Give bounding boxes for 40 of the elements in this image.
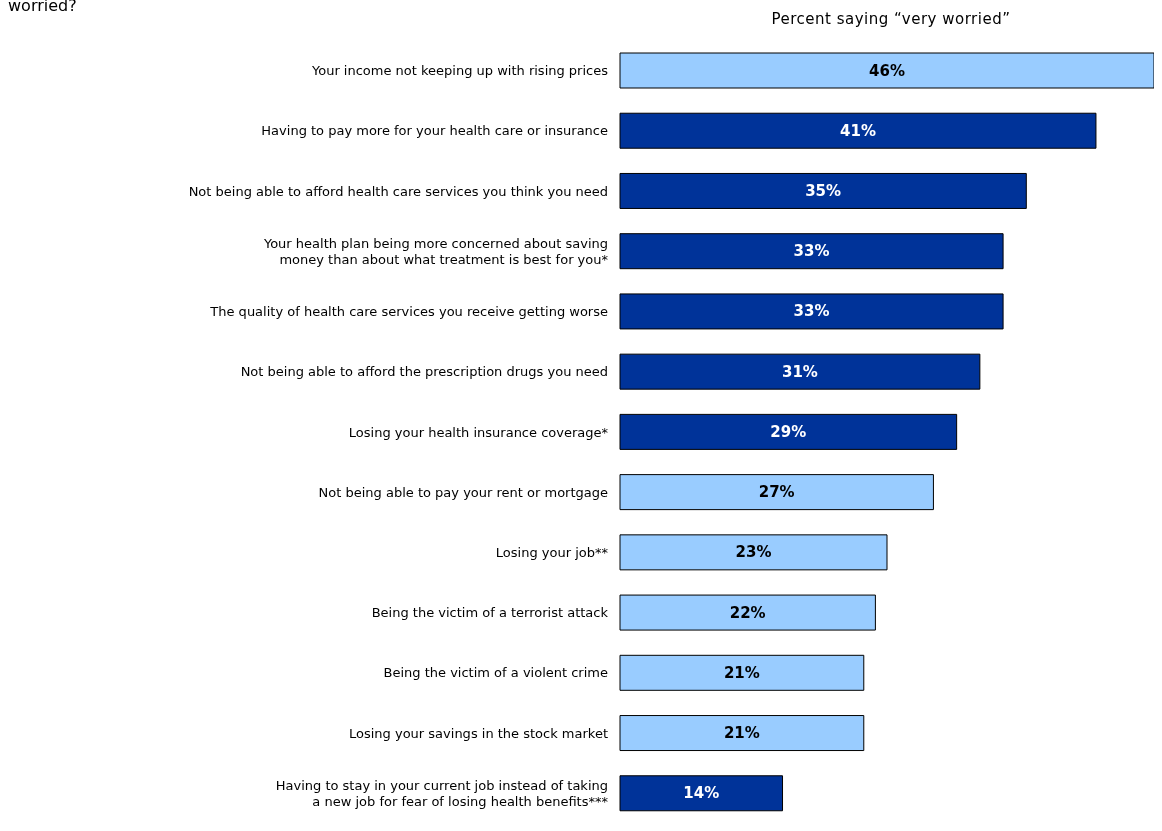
data-label: 29% [770,422,807,441]
y-tick-label: Not being able to afford the prescription drugs you need [240,363,608,379]
data-label: 33% [793,242,830,261]
bar [619,112,1097,149]
data-label: 23% [735,543,772,562]
y-tick-label: Not being able to pay your rent or mortgage [318,484,608,500]
bar [619,654,865,691]
y-tick-label: Losing your health insurance coverage* [348,424,609,439]
bar [619,715,865,752]
data-label: 35% [805,181,842,200]
bar [619,172,1027,209]
data-label: 21% [723,663,760,682]
data-label: 14% [683,784,720,803]
y-tick-label: Losing your savings in the stock market [349,725,608,741]
data-label: 27% [758,483,795,502]
data-label: 46% [869,61,905,80]
bar [619,775,784,812]
bar [619,594,876,631]
y-tick-label: Being the victim of a terrorist attack [371,604,609,620]
y-tick-label: Losing your job** [495,544,609,560]
bar [619,353,981,390]
data-label: 31% [781,362,818,381]
y-tick-label: Your income not keeping up with rising prices [310,62,609,78]
chart-subtitle: Percent saying “very worried” [770,10,1012,28]
bar [619,534,888,571]
data-label: 33% [793,302,830,321]
y-tick-label: The quality of health care services you receive getting worse [209,303,608,319]
bar [619,52,1154,89]
y-tick-label: Your health plan being more concerned about saving money than about what treatment is best for you* [262,235,609,267]
data-label: 22% [729,603,766,622]
bar [619,413,958,450]
y-tick-label: Having to pay more for your health care or insurance [261,122,608,138]
y-tick-label: Having to stay in your current job instead of taking a new job for fear of losing health benefits*** [275,777,609,809]
y-tick-label: Not being able to afford health care services you think you need [188,183,608,199]
data-label: 41% [840,121,876,140]
bar [619,474,934,511]
bar [619,293,1004,330]
y-tick-label: Being the victim of a violent crime [383,664,608,680]
bar [619,233,1004,270]
data-label: 21% [723,724,760,743]
